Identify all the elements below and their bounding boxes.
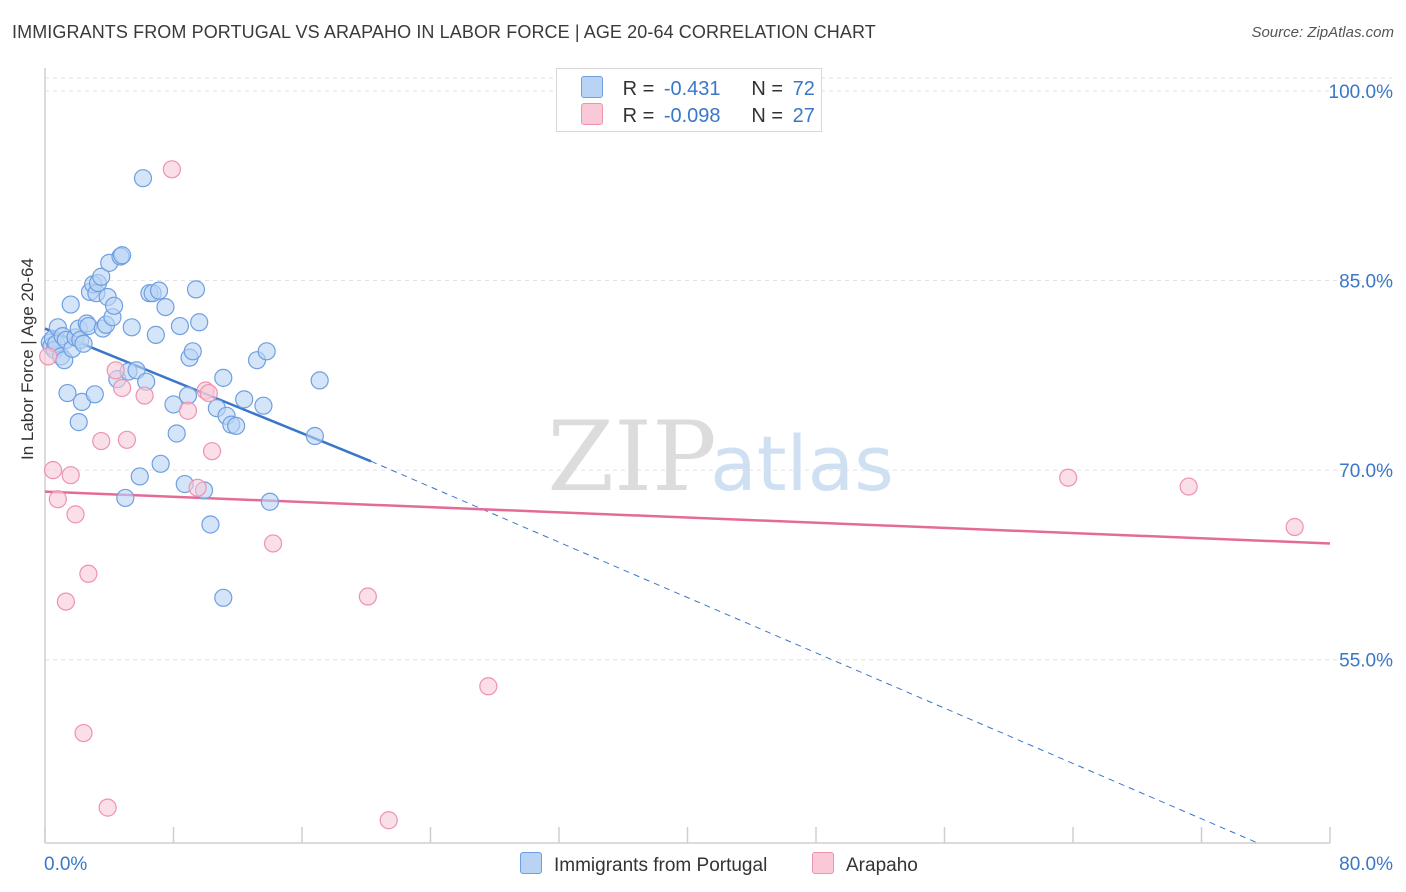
point-portugal: [116, 488, 135, 508]
point-arapaho: [479, 677, 498, 696]
point-arapaho: [74, 723, 93, 743]
point-portugal: [183, 342, 202, 361]
legend-row-portugal: R = -0.431 N = 72: [581, 76, 815, 100]
point-portugal: [190, 313, 209, 332]
bottom-legend-swatch-portugal: [520, 852, 542, 874]
point-portugal: [104, 296, 124, 315]
point-portugal: [305, 426, 324, 446]
x-tick-label-min: 0.0%: [44, 854, 87, 875]
bottom-legend-arapaho: Arapaho: [812, 852, 918, 877]
legend-n-value: 27: [792, 105, 815, 127]
point-arapaho: [66, 505, 85, 524]
point-portugal: [214, 368, 233, 387]
point-arapaho: [358, 587, 377, 606]
y-tick-label: 100.0%: [1329, 82, 1394, 103]
series-arapaho-points: [39, 160, 1304, 830]
watermark: ZIP atlas: [547, 401, 893, 513]
legend-row-arapaho: R = -0.098 N = 27: [581, 103, 815, 127]
legend-r-value: -0.431: [663, 78, 721, 100]
point-arapaho: [135, 386, 154, 405]
legend-swatch-portugal: [581, 76, 603, 98]
point-portugal: [170, 316, 190, 336]
gridlines: [45, 77, 1392, 661]
legend-r-label: R =: [622, 105, 655, 127]
legend-swatch-arapaho: [581, 103, 603, 125]
legend-r-value: -0.098: [663, 105, 721, 127]
point-portugal: [178, 386, 198, 405]
chart-title: IMMIGRANTS FROM PORTUGAL VS ARAPAHO IN L…: [12, 22, 876, 42]
legend-n-label: N =: [751, 105, 784, 127]
point-arapaho: [48, 490, 67, 509]
point-portugal: [156, 297, 175, 317]
point-portugal: [92, 267, 111, 286]
point-portugal: [201, 515, 220, 534]
point-arapaho: [199, 383, 218, 403]
trend-portugal-extrapolated: [370, 460, 1258, 844]
y-tick-label: 70.0%: [1339, 461, 1393, 482]
point-portugal: [227, 416, 246, 436]
point-portugal: [58, 383, 77, 403]
point-arapaho: [188, 478, 207, 497]
watermark-zip: ZIP: [547, 401, 716, 513]
x-tick-label-max: 80.0%: [1339, 854, 1393, 875]
point-arapaho: [106, 361, 125, 380]
point-arapaho: [263, 534, 283, 553]
point-portugal: [186, 280, 206, 299]
point-portugal: [214, 588, 233, 607]
bottom-legend-swatch-arapaho: [812, 852, 834, 874]
point-arapaho: [39, 347, 58, 366]
point-portugal: [146, 325, 165, 344]
y-axis-label: In Labor Force | Age 20-64: [18, 258, 37, 460]
point-portugal: [61, 295, 80, 314]
bottom-legend-label-arapaho: Arapaho: [846, 855, 918, 876]
point-arapaho: [61, 466, 80, 485]
legend-r-label: R =: [622, 78, 655, 100]
point-portugal: [122, 318, 141, 337]
point-arapaho: [1179, 477, 1198, 496]
correlation-legend: R = -0.431 N = 72 R = -0.098 N = 27: [556, 68, 822, 132]
point-portugal: [149, 281, 169, 300]
point-portugal: [257, 342, 276, 361]
point-portugal: [254, 396, 273, 415]
tick-labels: 100.0% 85.0% 70.0% 55.0% 0.0% 80.0%: [44, 82, 1393, 875]
point-arapaho: [1059, 468, 1078, 487]
point-arapaho: [178, 401, 198, 420]
axes: [44, 68, 1331, 844]
point-arapaho: [92, 431, 111, 451]
point-arapaho: [112, 378, 132, 398]
point-arapaho: [202, 442, 222, 461]
point-portugal: [74, 334, 93, 353]
point-arapaho: [98, 798, 117, 817]
point-arapaho: [117, 430, 137, 449]
trend-arapaho: [44, 490, 1331, 545]
point-portugal: [310, 371, 329, 390]
point-arapaho: [56, 592, 75, 611]
point-portugal: [130, 467, 149, 486]
point-portugal: [133, 169, 153, 188]
series-portugal-points: [40, 169, 329, 607]
point-arapaho: [1285, 517, 1304, 537]
y-tick-label: 55.0%: [1339, 651, 1393, 672]
bottom-legend-portugal: Immigrants from Portugal: [520, 852, 767, 877]
legend-n-label: N =: [751, 78, 784, 100]
y-tick-label: 85.0%: [1339, 272, 1393, 293]
point-portugal: [151, 454, 170, 473]
bottom-legend-label-portugal: Immigrants from Portugal: [554, 855, 768, 876]
point-portugal: [69, 413, 88, 432]
source-credit: Source: ZipAtlas.com: [1251, 24, 1394, 41]
point-portugal: [85, 385, 104, 404]
point-portugal: [235, 390, 254, 409]
legend-n-value: 72: [792, 78, 815, 100]
point-arapaho: [43, 461, 63, 480]
point-portugal: [260, 492, 279, 511]
point-arapaho: [379, 811, 398, 830]
point-arapaho: [79, 564, 98, 583]
point-portugal: [167, 424, 186, 443]
point-portugal: [112, 246, 132, 265]
point-arapaho: [162, 160, 181, 179]
watermark-atlas: atlas: [710, 419, 894, 508]
